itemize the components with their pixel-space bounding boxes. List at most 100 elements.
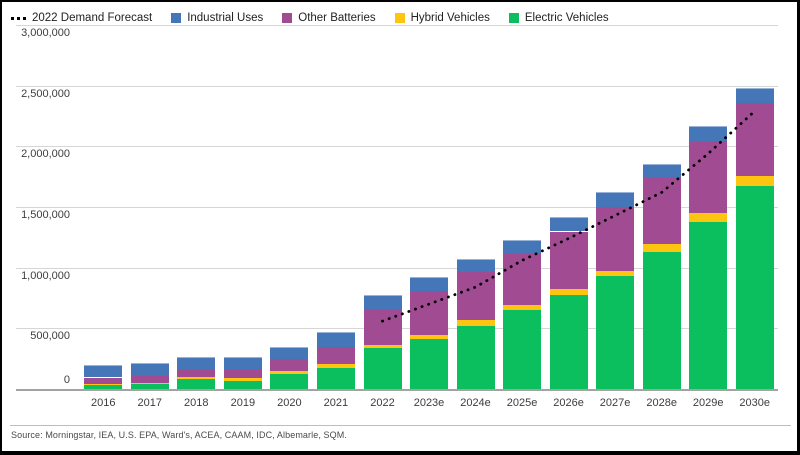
- bar-2017-industrial-uses-segment: [130, 362, 169, 377]
- bar-2019-other-batteries-segment: [223, 368, 262, 378]
- bar-2027e-other-batteries-segment: [596, 206, 635, 271]
- other-batteries-swatch-icon: [282, 13, 293, 23]
- bar-2020-electric-vehicles-segment: [270, 374, 309, 389]
- bar-2022-other-batteries-segment: [363, 308, 402, 345]
- y-axis-tick-label: 3,000,000: [21, 27, 70, 39]
- bar-2023e-electric-vehicles-segment: [410, 339, 448, 389]
- bar-2029e-electric-vehicles-segment: [689, 222, 728, 389]
- legend: 2022 Demand Forecast Industrial Uses Other…: [11, 9, 789, 27]
- x-axis-label: 2030e: [739, 397, 770, 409]
- bar-2022-hybrid-vehicles-segment: [363, 344, 402, 349]
- bar-2016-industrial-uses-segment: [84, 365, 123, 378]
- x-axis-label: 2025e: [506, 397, 538, 409]
- bar-2024e-industrial-uses-segment: [456, 259, 495, 272]
- bar-2025e-industrial-uses-segment: [503, 239, 542, 254]
- legend-item-2022-demand-forecast: 2022 Demand Forecast: [11, 12, 152, 24]
- industrial-uses-swatch-icon: [171, 13, 182, 23]
- bar-2023e-industrial-uses-segment: [410, 276, 448, 292]
- bar-2029e-other-batteries-segment: [689, 141, 728, 214]
- bar-2021-hybrid-vehicles-segment: [316, 364, 355, 368]
- bar-2025e-hybrid-vehicles-segment: [503, 305, 542, 311]
- legend-label: 2022 Demand Forecast: [32, 12, 153, 24]
- x-axis-label: 2017: [137, 397, 163, 409]
- bar-2021-industrial-uses-segment: [316, 332, 355, 347]
- bar-2017-electric-vehicles-segment: [130, 384, 169, 389]
- bar-2018-hybrid-vehicles-segment: [177, 377, 216, 380]
- legend-item-electric-vehicles: Electric Vehicles: [508, 12, 609, 24]
- x-axis-label: 2023e: [413, 397, 445, 409]
- x-axis-label: 2029e: [692, 397, 724, 409]
- bar-2021-other-batteries-segment: [316, 346, 355, 365]
- bar-2020-industrial-uses-segment: [270, 346, 309, 360]
- source-attribution: Source: Morningstar, IEA, U.S. EPA, Ward…: [11, 430, 347, 440]
- bar-2030e-electric-vehicles-segment: [735, 185, 774, 389]
- electric-vehicles-swatch-icon: [508, 13, 519, 23]
- bar-2028e-industrial-uses-segment: [642, 163, 681, 178]
- gridline: [16, 85, 778, 87]
- footer-divider: [10, 425, 791, 426]
- y-axis-tick-label: 1,000,000: [21, 269, 70, 282]
- bar-2027e-industrial-uses-segment: [596, 191, 635, 207]
- bar-2023e-other-batteries-segment: [410, 291, 448, 335]
- y-axis-tick-label: 0: [63, 374, 70, 386]
- x-axis-label: 2019: [230, 397, 256, 409]
- bar-2017-hybrid-vehicles-segment: [130, 382, 169, 385]
- legend-label: Other Batteries: [298, 12, 376, 24]
- 2022-demand-forecast-swatch-icon: [11, 16, 26, 20]
- bar-2029e-hybrid-vehicles-segment: [689, 213, 728, 223]
- legend-label: Industrial Uses: [187, 12, 264, 24]
- bar-2019-electric-vehicles-segment: [223, 380, 262, 389]
- bar-2019-hybrid-vehicles-segment: [223, 378, 262, 381]
- bar-2017-other-batteries-segment: [130, 376, 169, 383]
- bar-2024e-electric-vehicles-segment: [456, 325, 495, 389]
- bar-2016-electric-vehicles-segment: [84, 384, 123, 389]
- bar-2018-electric-vehicles-segment: [177, 379, 216, 389]
- bar-2026e-electric-vehicles-segment: [549, 295, 588, 389]
- bar-2022-industrial-uses-segment: [363, 294, 402, 309]
- x-axis-label: 2027e: [599, 397, 631, 409]
- bar-2026e-hybrid-vehicles-segment: [549, 288, 588, 296]
- bar-2026e-other-batteries-segment: [549, 231, 588, 289]
- x-axis-line: [16, 389, 778, 391]
- bar-2030e-other-batteries-segment: [735, 102, 774, 177]
- y-axis-tick-label: 2,500,000: [21, 87, 70, 100]
- bar-2030e-hybrid-vehicles-segment: [735, 176, 774, 186]
- y-axis-tick-label: 500,000: [30, 330, 70, 343]
- bar-2029e-industrial-uses-segment: [689, 126, 728, 142]
- bar-2020-hybrid-vehicles-segment: [270, 370, 309, 375]
- x-axis-label: 2026e: [553, 397, 584, 409]
- x-axis-label: 2028e: [646, 397, 677, 409]
- x-axis-label: 2024e: [460, 397, 491, 409]
- bar-2027e-hybrid-vehicles-segment: [596, 270, 635, 277]
- y-axis-tick-label: 2,000,000: [21, 148, 70, 161]
- bar-2018-other-batteries-segment: [177, 370, 216, 378]
- legend-label: Electric Vehicles: [524, 12, 609, 24]
- legend-item-hybrid-vehicles: Hybrid Vehicles: [394, 12, 490, 24]
- bar-2016-other-batteries-segment: [84, 377, 123, 384]
- bar-2027e-electric-vehicles-segment: [596, 276, 635, 389]
- legend-item-other-batteries: Other Batteries: [282, 12, 376, 24]
- legend-item-industrial-uses: Industrial Uses: [171, 12, 263, 24]
- bar-2025e-other-batteries-segment: [503, 253, 542, 306]
- bar-2024e-other-batteries-segment: [456, 271, 495, 321]
- bar-2021-electric-vehicles-segment: [316, 367, 355, 389]
- x-axis-label: 2020: [277, 397, 302, 409]
- bar-2030e-industrial-uses-segment: [735, 87, 774, 103]
- y-axis-tick-label: 1,500,000: [21, 209, 70, 221]
- x-axis-label: 2022: [370, 397, 395, 409]
- bar-2018-industrial-uses-segment: [177, 357, 216, 371]
- bar-2026e-industrial-uses-segment: [549, 216, 588, 232]
- bar-2025e-electric-vehicles-segment: [503, 310, 542, 389]
- bar-2019-industrial-uses-segment: [223, 356, 262, 369]
- legend-label: Hybrid Vehicles: [410, 12, 490, 24]
- hybrid-vehicles-swatch-icon: [394, 13, 405, 23]
- bar-2020-other-batteries-segment: [270, 359, 309, 371]
- bar-2023e-hybrid-vehicles-segment: [410, 334, 448, 340]
- x-axis-label: 2018: [184, 397, 209, 409]
- x-axis-label: 2016: [91, 397, 116, 409]
- bar-2028e-hybrid-vehicles-segment: [642, 243, 681, 253]
- bar-2022-electric-vehicles-segment: [363, 348, 402, 389]
- bar-2028e-electric-vehicles-segment: [642, 252, 681, 389]
